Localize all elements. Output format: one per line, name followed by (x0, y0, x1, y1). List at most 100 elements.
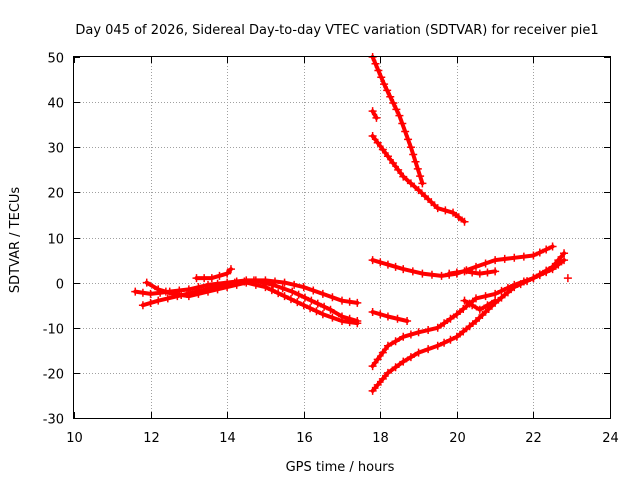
data-point-marker (223, 283, 232, 292)
y-tick-label: 50 (47, 52, 64, 67)
data-point-marker (368, 307, 377, 316)
data-point-marker (491, 296, 500, 305)
data-point-marker (414, 348, 423, 357)
data-point-marker (194, 289, 203, 298)
series-track-g (368, 107, 381, 122)
data-point-marker (226, 265, 235, 274)
data-point-marker (548, 262, 557, 271)
data-point-marker (433, 204, 442, 213)
data-point-marker (163, 294, 172, 303)
data-point-marker (383, 341, 392, 350)
data-point-marker (406, 330, 415, 339)
data-point-marker (403, 316, 412, 325)
data-point-marker (452, 332, 461, 341)
data-point-marker (563, 274, 572, 283)
data-point-marker (392, 105, 401, 114)
data-point-marker (394, 165, 403, 174)
data-point-marker (475, 269, 484, 278)
data-point-marker (368, 256, 377, 265)
data-point-marker (452, 310, 461, 319)
data-point-marker (542, 245, 551, 254)
data-point-marker (377, 73, 386, 82)
data-point-marker (554, 256, 563, 265)
data-point-marker (440, 338, 449, 347)
x-tick-label: 14 (219, 431, 236, 446)
data-point-marker (535, 270, 544, 279)
data-point-marker (449, 208, 458, 217)
data-point-marker (420, 192, 429, 201)
data-point-marker (409, 150, 418, 159)
data-point-marker (215, 271, 224, 280)
data-point-marker (389, 99, 398, 108)
data-point-marker (510, 253, 519, 262)
data-point-marker (393, 314, 402, 323)
data-point-marker (269, 280, 278, 289)
data-point-marker (408, 267, 417, 276)
data-point-marker (460, 267, 469, 276)
x-tick-label: 18 (372, 431, 389, 446)
data-point-marker (459, 327, 468, 336)
data-point-marker (328, 293, 337, 302)
data-point-marker (300, 293, 309, 302)
data-point-marker (500, 254, 509, 263)
data-point-marker (299, 283, 308, 292)
data-point-marker (454, 213, 463, 222)
data-point-marker (560, 249, 569, 258)
data-point-marker (404, 135, 413, 144)
data-point-marker (373, 355, 382, 364)
series-line (370, 251, 567, 393)
series-track-i (445, 267, 500, 278)
data-point-marker (406, 143, 415, 152)
data-point-marker (399, 265, 408, 274)
chart-title: Day 045 of 2026, Sidereal Day-to-day VTE… (75, 23, 598, 38)
data-point-marker (472, 262, 480, 271)
y-tick-label: -30 (43, 413, 64, 428)
data-point-marker (472, 294, 480, 303)
data-point-marker (383, 368, 392, 377)
data-point-marker (286, 295, 295, 304)
data-point-marker (418, 179, 427, 188)
data-point-marker (391, 363, 400, 372)
data-point-marker (306, 304, 315, 313)
data-point-marker (529, 251, 538, 260)
data-point-marker (378, 374, 387, 383)
data-point-marker (401, 127, 410, 136)
data-point-marker (427, 198, 436, 207)
data-point-marker (497, 293, 506, 302)
data-point-marker (320, 302, 329, 311)
data-point-marker (427, 270, 436, 279)
y-tick-label: 20 (47, 187, 64, 202)
data-point-marker (460, 217, 469, 226)
y-tick-label: -20 (43, 368, 64, 383)
data-point-marker (154, 285, 163, 294)
data-point-marker (399, 332, 408, 341)
data-point-marker (472, 316, 480, 325)
data-point-marker (242, 278, 251, 287)
x-axis-label: GPS time / hours (286, 460, 395, 475)
data-point-marker (290, 280, 299, 289)
data-point-marker (380, 80, 389, 89)
data-point-marker (468, 301, 477, 310)
data-point-marker (251, 280, 260, 289)
data-point-marker (481, 292, 490, 301)
x-tick-label: 20 (449, 431, 466, 446)
data-point-marker (548, 242, 557, 251)
data-point-marker (372, 113, 381, 122)
data-point-marker (468, 268, 477, 277)
data-point-marker (223, 269, 232, 278)
data-point-marker (475, 305, 484, 314)
x-tick-label: 24 (602, 431, 619, 446)
data-point-marker (433, 323, 442, 332)
data-point-marker (232, 280, 241, 289)
y-tick-label: 0 (56, 278, 64, 293)
data-point-marker (414, 328, 423, 337)
data-point-marker (440, 319, 449, 328)
y-tick-label: -10 (43, 323, 64, 338)
y-tick-label: 30 (47, 142, 64, 157)
data-point-marker (328, 313, 337, 322)
data-point-marker (424, 345, 433, 354)
data-point-marker (177, 291, 186, 300)
series-track-j (368, 307, 412, 325)
